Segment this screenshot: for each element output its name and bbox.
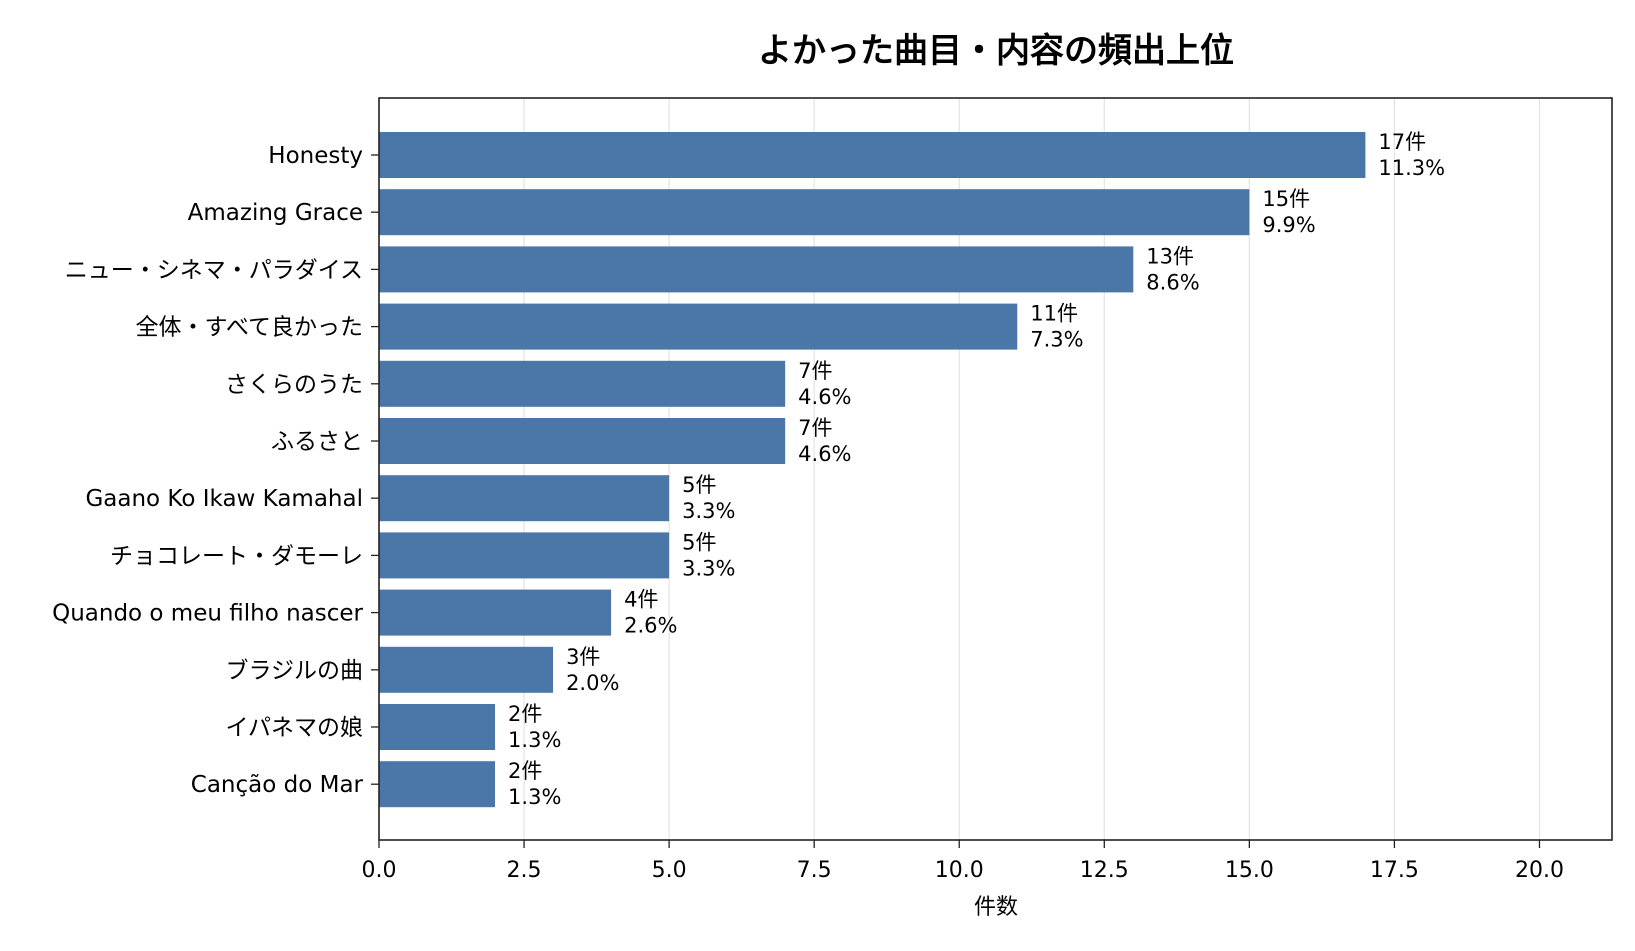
chart-title: よかった曲目・内容の頻出上位	[758, 31, 1234, 71]
bar-count-label: 13件	[1146, 244, 1194, 268]
bar-percent-label: 2.6%	[624, 614, 677, 638]
bar-percent-label: 7.3%	[1030, 328, 1083, 352]
bar	[379, 646, 554, 693]
bar-percent-label: 8.6%	[1146, 270, 1199, 294]
x-axis-label: 件数	[974, 895, 1018, 920]
x-tick-label: 15.0	[1225, 858, 1274, 883]
y-tick-label: イパネマの娘	[225, 715, 363, 741]
bar	[379, 189, 1250, 236]
x-tick-label: 12.5	[1080, 858, 1129, 883]
bar-count-label: 17件	[1378, 130, 1426, 154]
bar-count-label: 4件	[624, 588, 658, 612]
x-tick-label: 0.0	[362, 858, 397, 883]
x-tick-label: 5.0	[652, 858, 687, 883]
bar-percent-label: 9.9%	[1262, 213, 1315, 237]
bar-percent-label: 4.6%	[798, 385, 851, 409]
bar-percent-label: 11.3%	[1378, 156, 1445, 180]
bar	[379, 761, 496, 808]
y-tick-label: さくらのうた	[225, 372, 363, 398]
bar-count-label: 3件	[566, 645, 600, 669]
bar-percent-label: 3.3%	[682, 499, 735, 523]
y-tick-label: ふるさと	[271, 429, 363, 455]
bar	[379, 418, 786, 464]
bar-percent-label: 4.6%	[798, 442, 851, 466]
x-tick-label: 7.5	[797, 858, 832, 883]
bar-count-label: 15件	[1262, 187, 1310, 211]
x-tick-label: 17.5	[1370, 858, 1419, 883]
bar	[379, 132, 1366, 178]
bar-percent-label: 1.3%	[508, 728, 561, 752]
y-tick-label: ブラジルの曲	[225, 658, 363, 684]
bar-percent-label: 1.3%	[508, 785, 561, 809]
bar	[379, 532, 670, 579]
y-tick-label: Honesty	[268, 143, 363, 169]
y-tick-label: Gaano Ko Ikaw Kamahal	[85, 486, 363, 512]
y-tick-label: Amazing Grace	[188, 200, 363, 226]
y-tick-label: チョコレート・ダモーレ	[110, 543, 363, 569]
bar-count-label: 11件	[1030, 302, 1078, 326]
bar-count-label: 5件	[682, 530, 716, 554]
x-tick-label: 20.0	[1515, 858, 1564, 883]
y-tick-label: 全体・すべて良かった	[136, 315, 363, 341]
x-tick-label: 2.5	[507, 858, 542, 883]
bar-count-label: 7件	[798, 359, 832, 383]
x-tick-label: 10.0	[935, 858, 984, 883]
y-tick-label: Quando o meu filho nascer	[52, 601, 363, 627]
bar-count-label: 7件	[798, 416, 832, 440]
bar-count-label: 5件	[682, 473, 716, 497]
bar	[379, 704, 496, 750]
y-tick-label: Canção do Mar	[191, 772, 364, 798]
bar-percent-label: 2.0%	[566, 671, 619, 695]
bar	[379, 246, 1134, 293]
bar	[379, 303, 1018, 350]
bar-count-label: 2件	[508, 702, 542, 726]
plot-frame	[378, 97, 1613, 841]
bar	[379, 475, 670, 522]
bar-percent-label: 3.3%	[682, 556, 735, 580]
y-tick-label: ニュー・シネマ・パラダイス	[65, 257, 363, 283]
bar	[379, 589, 612, 636]
bar-count-label: 2件	[508, 759, 542, 783]
bar	[379, 360, 786, 407]
